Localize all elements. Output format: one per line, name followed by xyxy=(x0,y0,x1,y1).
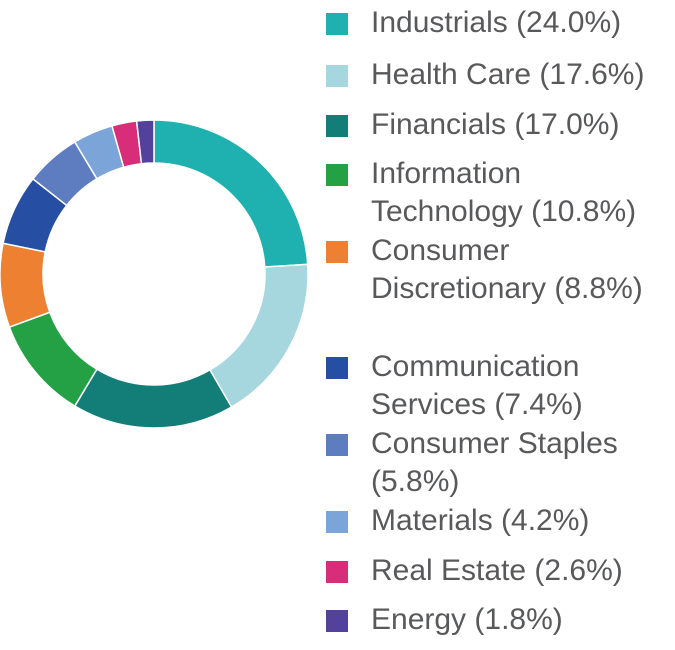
legend-swatch-industrials xyxy=(326,13,348,35)
legend-swatch-consumer-staples xyxy=(326,434,348,456)
legend-label-industrials: Industrials (24.0%) xyxy=(371,6,622,39)
legend-swatch-information-technology xyxy=(326,164,348,186)
legend-swatch-health-care xyxy=(326,65,348,87)
legend-label-real-estate: Real Estate (2.6%) xyxy=(371,554,623,587)
slice-health-care xyxy=(208,263,309,409)
legend-swatch-financials xyxy=(326,115,348,137)
legend-label-health-care: Health Care (17.6%) xyxy=(371,58,645,91)
donut-chart xyxy=(0,119,309,429)
legend-label-communication-services: Communication Services (7.4%) xyxy=(371,350,583,421)
slice-consumer-discretionary xyxy=(0,242,51,329)
slice-information-technology xyxy=(8,311,98,408)
legend-label-consumer-discretionary: Consumer Discretionary (8.8%) xyxy=(371,234,643,305)
legend-swatch-consumer-discretionary xyxy=(326,241,348,263)
legend-label-materials: Materials (4.2%) xyxy=(371,504,590,537)
slice-industrials xyxy=(153,119,309,268)
legend-swatch-communication-services xyxy=(326,357,348,379)
legend-label-information-technology: Information Technology (10.8%) xyxy=(371,157,637,228)
slice-energy xyxy=(135,119,155,165)
legend-label-energy: Energy (1.8%) xyxy=(371,603,563,636)
slice-financials xyxy=(73,368,233,429)
legend-label-financials: Financials (17.0%) xyxy=(371,108,620,141)
legend-swatch-materials xyxy=(326,511,348,533)
legend-swatch-real-estate xyxy=(326,561,348,583)
legend-swatch-energy xyxy=(326,610,348,632)
legend-label-consumer-staples: Consumer Staples (5.8%) xyxy=(371,427,618,498)
